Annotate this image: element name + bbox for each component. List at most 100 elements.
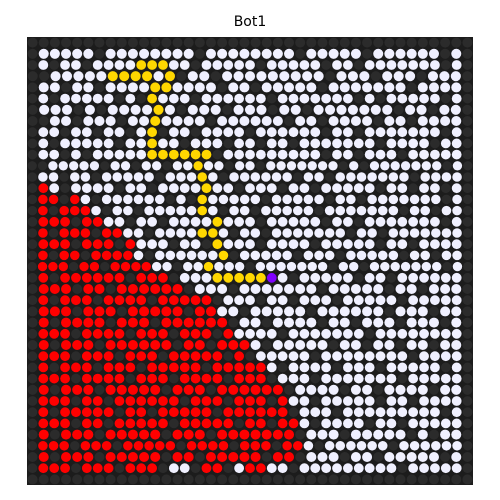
open-cell [373,306,384,317]
open-cell [450,104,461,115]
open-cell [306,429,317,440]
open-cell [288,93,299,104]
wall [131,161,141,171]
open-cell [430,272,440,283]
open-cell [299,60,310,70]
wall [49,362,60,373]
wall [48,228,59,238]
open-cell [116,82,127,93]
open-cell [419,60,429,70]
open-cell [299,328,310,339]
open-cell [408,328,419,339]
open-cell [183,161,193,171]
fire-cell [190,362,201,373]
open-cell [440,295,451,306]
open-cell [239,250,250,261]
wall [161,384,172,395]
open-cell [452,161,463,171]
open-cell [336,71,347,82]
open-cell [373,429,384,440]
open-cell [190,216,201,227]
open-cell [364,362,375,373]
open-cell [451,239,462,250]
open-cell [317,339,328,351]
wall [105,317,116,328]
fire-cell [165,441,176,451]
open-cell [295,115,306,127]
fire-cell [103,407,114,418]
wall [261,37,272,48]
fire-cell [61,317,72,328]
fire-cell [48,441,59,451]
open-cell [417,384,428,395]
wall [154,172,165,182]
fire-cell [217,384,228,395]
open-cell [288,396,299,406]
fire-cell [101,250,112,261]
open-cell [89,161,100,171]
wall [105,474,116,485]
wall [462,183,473,194]
fire-cell [38,317,49,328]
open-cell [183,261,193,272]
open-cell [384,115,395,127]
fire-cell [255,463,266,474]
wall [71,373,81,384]
wall [114,407,125,418]
wall [205,37,216,48]
wall [72,37,83,48]
open-cell [288,362,299,373]
open-cell [272,306,283,317]
open-cell [306,317,317,328]
open-cell [343,138,353,149]
open-cell [375,127,386,138]
open-cell [335,194,346,205]
fire-cell [49,418,60,429]
open-cell [303,172,314,182]
open-cell [452,441,462,451]
fire-cell [179,295,190,306]
wall [324,172,335,182]
open-cell [409,194,420,205]
open-cell [303,441,314,451]
open-cell [324,205,335,216]
wall [462,283,473,295]
open-cell [79,161,89,171]
wall [428,306,439,317]
wall [310,351,321,362]
wall [245,261,255,272]
open-cell [245,93,255,104]
open-cell [223,127,234,138]
open-cell [154,194,165,205]
open-cell [364,127,375,138]
fire-cell [103,463,114,474]
open-cell [38,149,49,160]
wall [27,306,38,317]
open-cell [339,339,350,351]
wall [239,306,250,317]
open-cell [343,60,353,70]
fire-cell [101,441,112,451]
open-cell [317,161,328,171]
open-cell [397,272,408,283]
open-cell [91,205,101,216]
open-cell [153,71,164,82]
open-cell [183,82,194,93]
wall [451,37,462,48]
open-cell [266,216,277,227]
open-cell [367,172,377,182]
fire-cell [127,451,138,463]
open-cell [306,115,317,127]
path-cell [168,149,179,160]
open-cell [332,239,342,250]
fire-cell [239,441,250,451]
fire-cell [139,306,150,317]
wall [72,115,83,127]
fire-cell [239,451,250,463]
wall [440,183,451,194]
wall [271,441,282,451]
wall [408,351,419,362]
open-cell [346,194,356,205]
open-cell [386,396,397,406]
wall [116,37,127,48]
